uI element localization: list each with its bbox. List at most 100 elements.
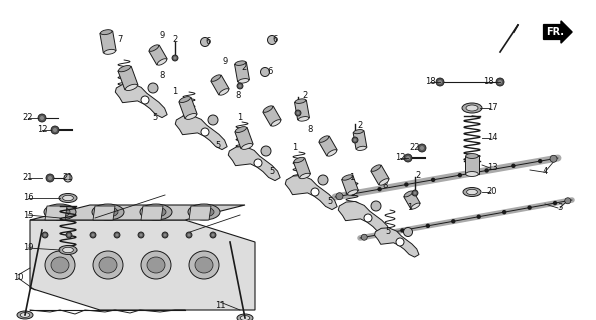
Ellipse shape [466, 105, 478, 111]
Circle shape [353, 139, 356, 141]
Circle shape [539, 160, 542, 163]
Polygon shape [100, 31, 116, 53]
Ellipse shape [189, 251, 219, 279]
Circle shape [90, 232, 96, 238]
Ellipse shape [465, 154, 479, 158]
Circle shape [436, 78, 444, 86]
Text: 15: 15 [23, 211, 33, 220]
Text: 5: 5 [269, 167, 275, 177]
Text: 21: 21 [63, 173, 73, 182]
Circle shape [565, 198, 571, 204]
Circle shape [254, 159, 262, 167]
Text: 22: 22 [410, 143, 420, 153]
Circle shape [403, 228, 412, 236]
Circle shape [406, 156, 410, 160]
Polygon shape [339, 202, 390, 236]
Circle shape [458, 174, 461, 177]
Polygon shape [465, 156, 479, 174]
Text: 11: 11 [215, 300, 225, 309]
Polygon shape [93, 206, 115, 220]
Ellipse shape [93, 251, 123, 279]
Text: 17: 17 [487, 103, 497, 113]
Text: 12: 12 [395, 154, 405, 163]
Polygon shape [403, 191, 420, 209]
Text: 8: 8 [235, 91, 241, 100]
Ellipse shape [295, 99, 306, 103]
Text: 21: 21 [23, 173, 33, 182]
Circle shape [396, 238, 404, 246]
Ellipse shape [462, 103, 482, 113]
Text: 2: 2 [241, 63, 247, 73]
Text: 5: 5 [327, 197, 333, 206]
Circle shape [66, 232, 72, 238]
Circle shape [432, 178, 434, 181]
Text: 6: 6 [272, 36, 278, 44]
Circle shape [238, 84, 241, 87]
Circle shape [51, 126, 59, 134]
Circle shape [414, 191, 417, 195]
Ellipse shape [17, 311, 33, 319]
Ellipse shape [211, 75, 221, 81]
Circle shape [352, 137, 358, 143]
Text: 8: 8 [159, 70, 164, 79]
Text: 2: 2 [172, 36, 178, 44]
Ellipse shape [141, 251, 171, 279]
Ellipse shape [319, 136, 329, 142]
Ellipse shape [20, 313, 30, 317]
Ellipse shape [101, 30, 112, 35]
Ellipse shape [271, 120, 281, 126]
Ellipse shape [119, 66, 131, 72]
Circle shape [477, 215, 480, 218]
Polygon shape [285, 175, 337, 210]
Ellipse shape [467, 189, 477, 195]
Text: 5: 5 [215, 140, 221, 149]
Ellipse shape [104, 49, 116, 54]
Circle shape [404, 154, 412, 162]
Ellipse shape [147, 257, 165, 273]
Polygon shape [263, 106, 281, 126]
Polygon shape [118, 66, 138, 90]
Circle shape [550, 155, 557, 162]
Text: 18: 18 [483, 77, 493, 86]
Circle shape [378, 188, 381, 191]
Text: 4: 4 [542, 167, 548, 177]
Ellipse shape [98, 207, 118, 217]
Circle shape [420, 146, 424, 150]
Circle shape [405, 183, 408, 186]
Text: 9: 9 [222, 58, 228, 67]
Polygon shape [371, 165, 389, 185]
Circle shape [139, 234, 142, 236]
Circle shape [554, 202, 557, 204]
Text: 1: 1 [408, 204, 412, 212]
Text: 3: 3 [557, 204, 563, 212]
Polygon shape [141, 206, 163, 220]
Circle shape [268, 36, 277, 44]
Text: 8: 8 [308, 125, 313, 134]
Circle shape [412, 190, 418, 196]
Text: 7: 7 [117, 36, 123, 44]
Polygon shape [228, 147, 280, 180]
Circle shape [364, 214, 372, 222]
Text: 2: 2 [302, 91, 308, 100]
Text: 6: 6 [268, 68, 273, 76]
Ellipse shape [140, 204, 172, 220]
Circle shape [401, 229, 404, 232]
Circle shape [38, 114, 46, 122]
Circle shape [64, 174, 72, 182]
Text: 1: 1 [237, 114, 243, 123]
Ellipse shape [194, 207, 214, 217]
Polygon shape [45, 206, 67, 220]
Circle shape [186, 232, 192, 238]
Text: FR.: FR. [546, 27, 564, 37]
Circle shape [336, 193, 343, 200]
Ellipse shape [342, 175, 352, 180]
Circle shape [502, 211, 505, 214]
Polygon shape [30, 205, 245, 220]
Text: 19: 19 [23, 244, 33, 252]
Circle shape [148, 83, 158, 93]
Text: 22: 22 [23, 114, 33, 123]
Polygon shape [235, 62, 250, 82]
Ellipse shape [185, 114, 197, 119]
Ellipse shape [379, 179, 389, 185]
Text: 18: 18 [425, 77, 435, 86]
